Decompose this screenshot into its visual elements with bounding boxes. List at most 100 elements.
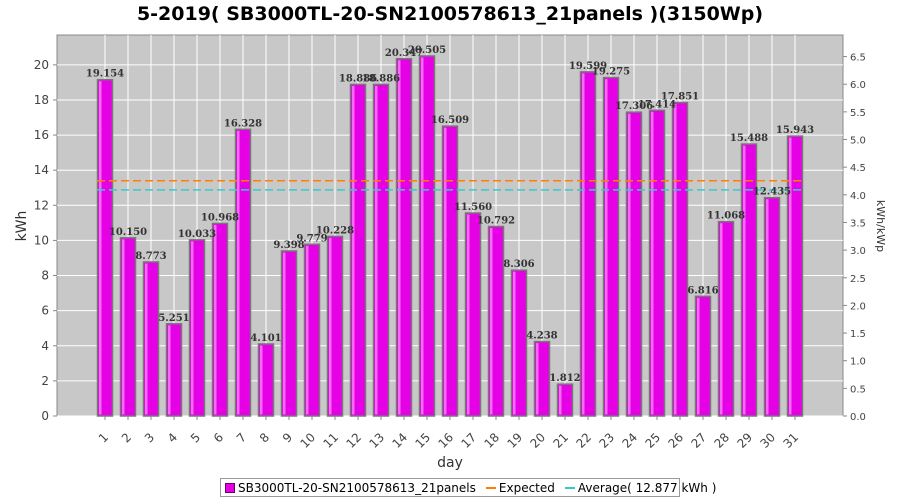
y2-tick-label: 3.0 (850, 246, 866, 257)
x-tick-label: 6 (211, 430, 226, 445)
y2-tick-label: 1.5 (850, 329, 866, 340)
bar-value-label: 17.414 (638, 99, 676, 110)
x-tick-label: 13 (366, 430, 387, 451)
y-tick-label: 16 (34, 128, 49, 142)
bar-highlight (352, 85, 355, 415)
x-tick-label: 15 (412, 430, 433, 451)
x-tick-label: 16 (435, 430, 456, 451)
y2-tick-label: 4.5 (850, 163, 866, 174)
x-tick-label: 7 (234, 430, 249, 445)
bar-value-label: 9.398 (273, 240, 304, 251)
bar-value-labels: 19.154 10.150 8.773 5.251 10.033 10.968 16.328… (86, 45, 814, 384)
bar-highlight (674, 104, 677, 415)
legend-item-expected: Expected (485, 480, 555, 495)
x-tick-label: 29 (734, 430, 755, 451)
y-axis-label: kWh (14, 211, 30, 242)
x-tick-label: 30 (757, 430, 778, 451)
bar-highlight (513, 271, 516, 415)
bar-value-label: 19.275 (592, 67, 630, 78)
bar-highlight (697, 297, 700, 415)
x-tick-label: 28 (711, 430, 732, 451)
y2-tick-label: 3.5 (850, 218, 866, 229)
x-tick-label: 1 (96, 430, 111, 445)
legend-item-series: SB3000TL-20-SN2100578613_21panels (225, 481, 476, 495)
bar-value-label: 4.238 (526, 331, 557, 342)
y-tick-label: 4 (41, 339, 49, 353)
bar-value-label: 16.509 (431, 115, 469, 126)
bar-highlight (214, 224, 217, 415)
bar-value-label: 15.943 (776, 125, 814, 136)
y2-axis-label: kWh/kWp (874, 200, 887, 252)
bar-highlight (605, 79, 608, 415)
legend-expected-label: Expected (498, 480, 555, 495)
bar-value-label: 10.150 (109, 227, 147, 238)
x-tick-label: 31 (780, 430, 801, 451)
bar-value-label: 1.812 (549, 373, 580, 384)
bar-value-label: 16.328 (224, 118, 262, 129)
y2-tick-label: 0.0 (850, 412, 866, 423)
legend-average-label: Average( 12.877 kWh ) (577, 480, 717, 495)
bar-value-label: 20.505 (408, 45, 446, 56)
y-tick-label: 2 (41, 374, 49, 388)
legend: SB3000TL-20-SN2100578613_21panels Expect… (220, 478, 716, 497)
x-tick-label: 2 (119, 430, 134, 445)
x-tick-label: 3 (142, 430, 157, 445)
x-tick-label: 10 (297, 430, 318, 451)
bar-value-label: 19.599 (569, 61, 607, 72)
bar-value-label: 17.306 (615, 101, 653, 112)
bar-highlight (306, 245, 309, 415)
bar-value-label: 11.560 (454, 202, 492, 213)
bar-value-label: 12.435 (753, 187, 791, 198)
bar-highlight (467, 214, 470, 415)
bar-value-label: 10.792 (477, 216, 515, 227)
bar-highlight (444, 127, 447, 415)
bar-value-label: 4.101 (250, 333, 281, 344)
bar-value-label: 11.068 (707, 211, 745, 222)
x-tick-label: 27 (688, 430, 709, 451)
x-tick-label: 12 (343, 430, 364, 451)
bar-value-label: 8.773 (135, 251, 166, 262)
y-tick-label: 10 (34, 233, 49, 247)
x-tick-label: 17 (458, 430, 479, 451)
x-tick-label: 23 (596, 430, 617, 451)
bar-value-label: 10.968 (201, 212, 239, 223)
bar-highlight (375, 85, 378, 415)
bar-highlight (237, 130, 240, 415)
y2-tick-label: 1.0 (850, 357, 866, 368)
x-tick-label: 22 (573, 430, 594, 451)
y2-tick-label: 2.0 (850, 301, 866, 312)
x-tick-label: 9 (280, 430, 295, 445)
y2-tick-label: 2.5 (850, 274, 866, 285)
x-tick-label: 18 (481, 430, 502, 451)
x-axis: 1 2 3 4 5 6 7 8 9 10 11 12 13 14 15 16 17 18 19 20 21 22 23 24 2… (96, 416, 801, 451)
bar-highlight (766, 199, 769, 415)
legend-series-label: SB3000TL-20-SN2100578613_21panels (238, 480, 476, 495)
y-tick-label: 18 (34, 93, 49, 107)
bar-highlight (145, 263, 148, 415)
bar-highlight (789, 137, 792, 415)
x-tick-label: 14 (389, 430, 410, 451)
bar-highlight (651, 111, 654, 415)
bar-highlight (191, 241, 194, 415)
bar-highlight (536, 343, 539, 415)
series-swatch (225, 482, 235, 493)
bar-value-label: 19.154 (86, 69, 124, 80)
bar-highlight (628, 113, 631, 415)
x-tick-label: 11 (320, 430, 341, 451)
bar-value-label: 15.488 (730, 133, 768, 144)
y2-tick-label: 5.0 (850, 136, 866, 147)
bar-value-label: 10.228 (316, 225, 354, 236)
y2-tick-label: 4.0 (850, 191, 866, 202)
bar-highlight (582, 73, 585, 415)
x-tick-label: 4 (165, 430, 180, 445)
bar-highlight (99, 81, 102, 415)
bar-highlight (398, 60, 401, 415)
x-tick-label: 25 (642, 430, 663, 451)
average-swatch (564, 486, 575, 489)
bar-value-label: 20.347 (385, 48, 423, 59)
bar-highlight (283, 252, 286, 415)
bar-highlight (260, 345, 263, 415)
bar-highlight (329, 237, 332, 415)
y-tick-label: 6 (41, 304, 49, 318)
